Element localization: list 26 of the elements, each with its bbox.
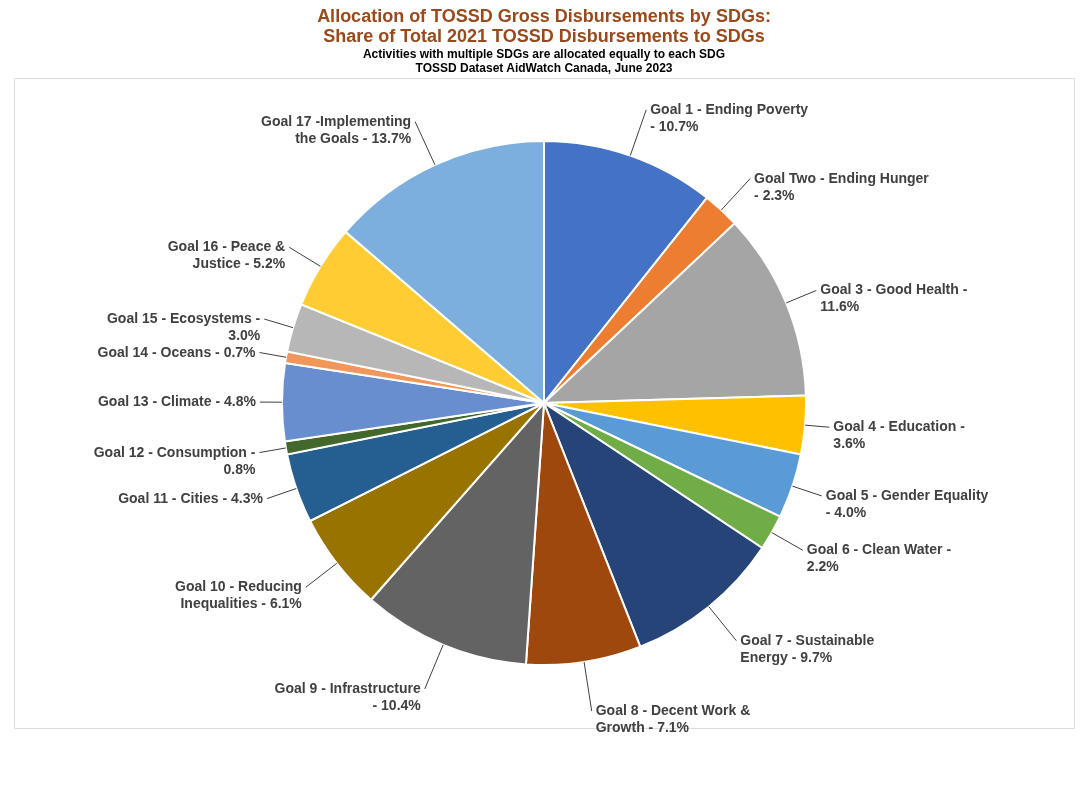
- data-label: 0.8%: [223, 460, 257, 477]
- slice-label: Goal 8 - Decent Work & Growth - 7.1%: [595, 702, 751, 735]
- text: Activities with multiple SDGs are allocated equally to each SDG: [362, 47, 726, 61]
- data-label: 11.6%: [820, 298, 860, 315]
- slice-label: Goal 12 - Consumption -: [93, 443, 256, 460]
- slice-label: Goal 3 - Good Health -: [820, 281, 968, 298]
- slice-label: Goal 9 - Infrastructure - 10.4%: [274, 679, 422, 713]
- slice-label: Goal 13 - Climate - 4.8%: [97, 393, 257, 410]
- data-label: 3.0%: [228, 327, 261, 344]
- text: Allocation of TOSSD Gross Disbursements by SDGs:: [317, 6, 771, 26]
- slice-label: Goal Two - Ending Hunger - 2.3%: [754, 169, 930, 203]
- data-label: 3.6%: [833, 435, 866, 452]
- slice-label: Goal 16 - Peace & Justice - 5.2%: [167, 238, 286, 272]
- slice-label: Goal 6 - Clean Water -: [806, 541, 952, 558]
- slice-label: Goal 5 - Gender Equality - 4.0%: [825, 486, 989, 520]
- text: TOSSD Dataset AidWatch Canada, June 2023: [415, 61, 673, 75]
- slice-label: Goal 11 - Cities - 4.3%: [118, 489, 264, 506]
- text: Share of Total 2021 TOSSD Disbursements to SDGs: [323, 26, 765, 46]
- slice-label: Goal 14 - Oceans - 0.7%: [97, 343, 257, 360]
- slice-label: Goal 4 - Education -: [833, 418, 966, 435]
- slice-label: Goal 1 - Ending Poverty - 10.7%: [650, 100, 809, 134]
- slice-label: Goal 17 -Implementing the Goals - 13.7%: [260, 112, 412, 146]
- data-label: 2.2%: [806, 558, 840, 575]
- slice-label: Goal 15 - Ecosystems -: [106, 310, 261, 327]
- slice-label: Goal 10 - Reducing Inequalities - 6.1%: [175, 578, 303, 612]
- slice-label: Goal 7 - Sustainable Energy - 9.7%: [740, 631, 875, 665]
